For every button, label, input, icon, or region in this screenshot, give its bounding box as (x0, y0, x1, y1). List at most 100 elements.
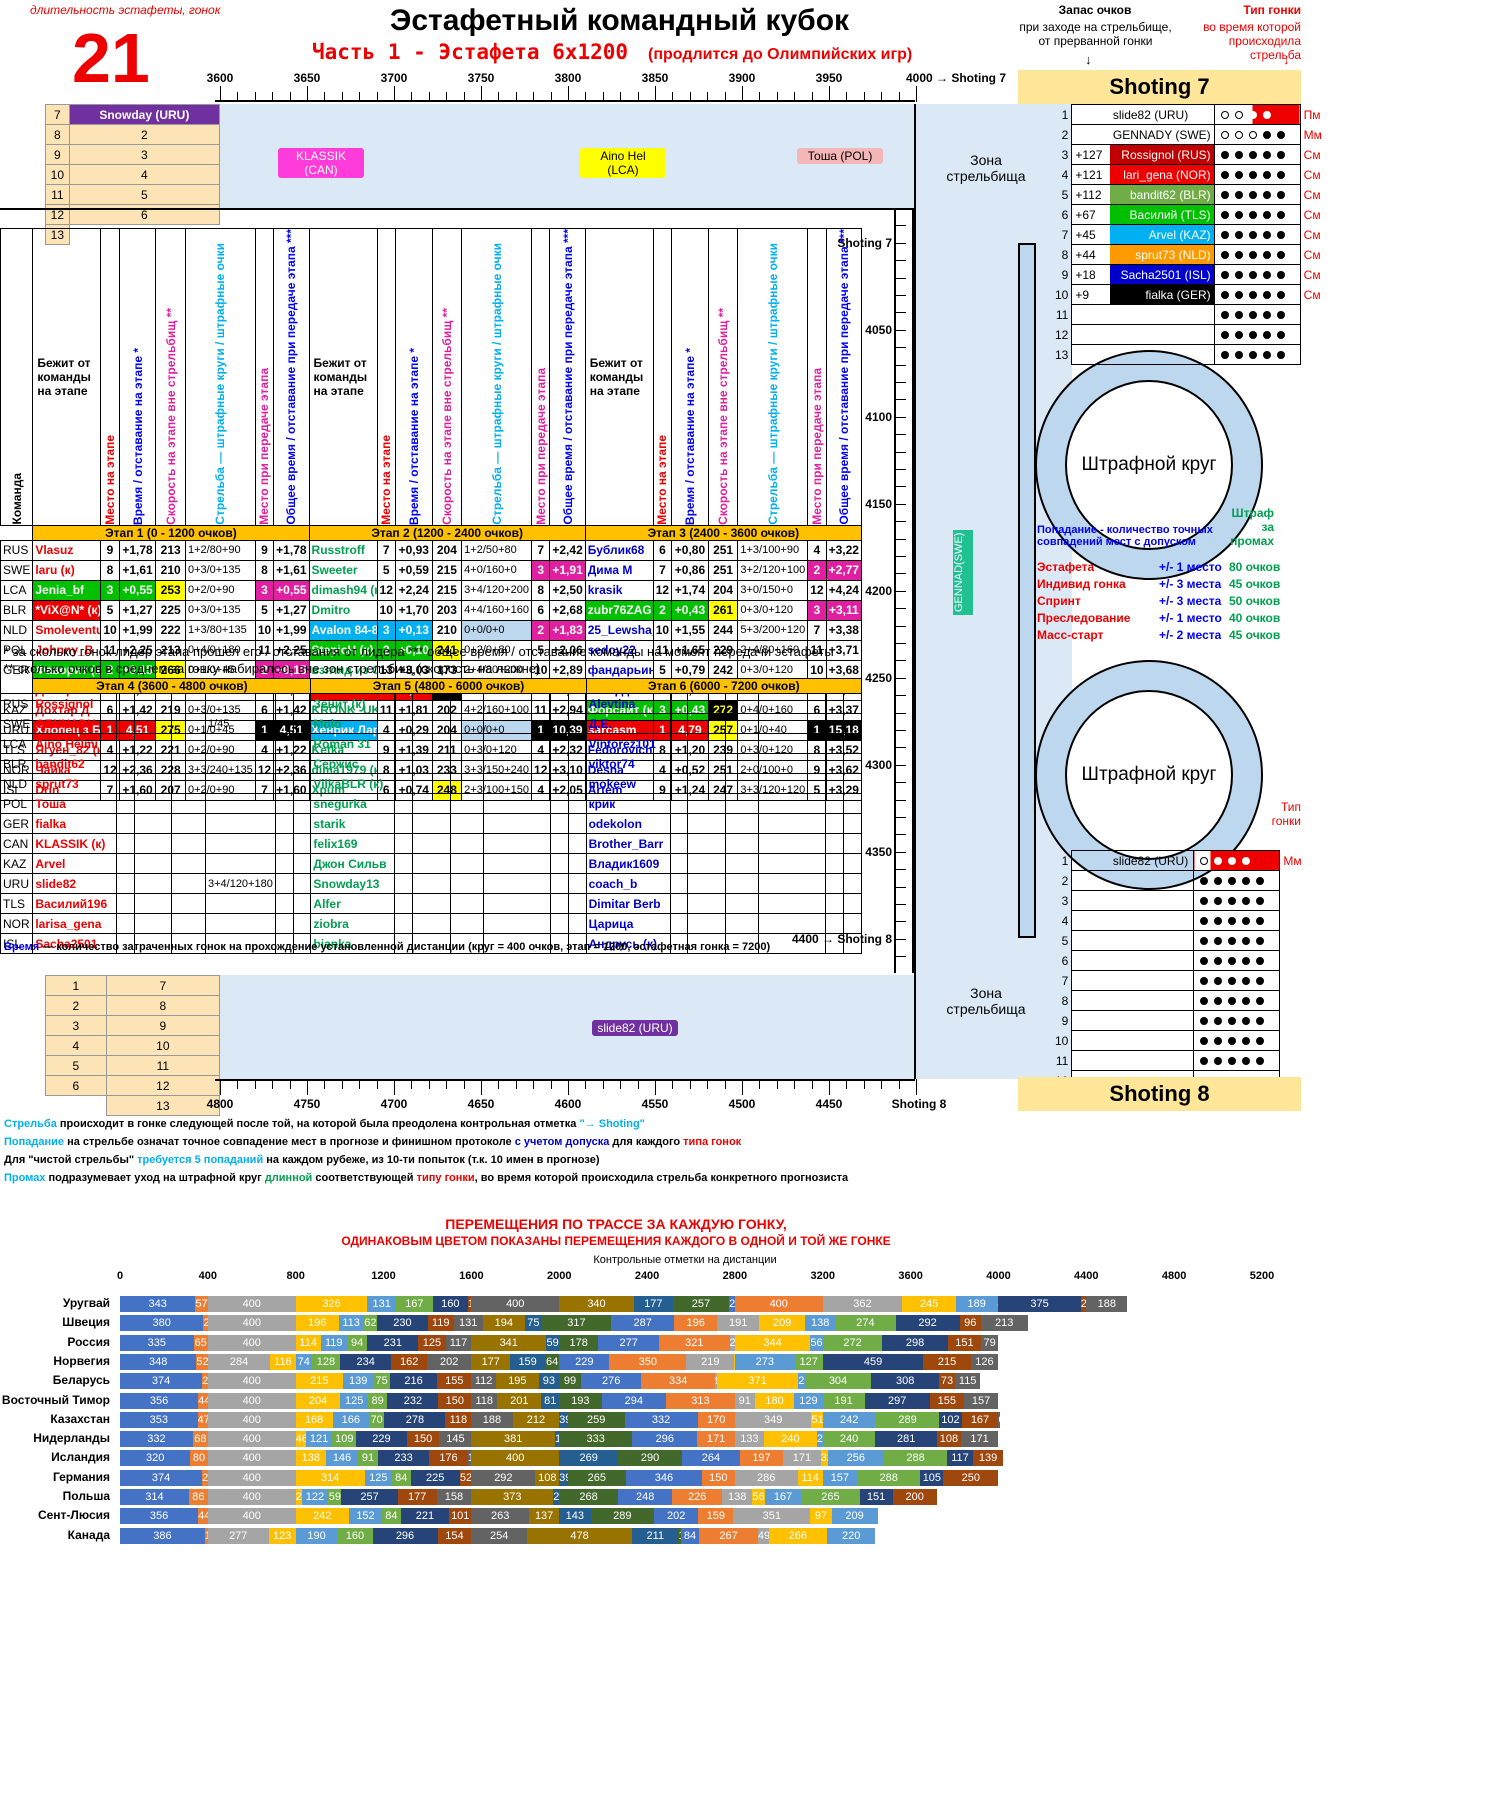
bar-segment: 115 (955, 1373, 981, 1390)
bar-row: 335 65 400 114 119 94 231 125 117 341 59 178 277 321 2… (120, 1334, 999, 1351)
ruler-minor-tick (463, 1079, 465, 1089)
stat-cell: +2,24 (394, 579, 433, 601)
col-head: Бежит от команды на этапе (32, 228, 102, 526)
hit-icon (1242, 876, 1251, 885)
shoting-row: 2 (1052, 870, 1305, 891)
shoting-row: 10 (1052, 1030, 1305, 1051)
bar-segment: 126 (970, 1353, 999, 1370)
runner-name: viktor74 (585, 753, 671, 774)
runner-name: 25_Lewsha_ (584, 619, 654, 641)
ruler-tick-label: 4550 (641, 1097, 669, 1111)
stage-head (0, 678, 33, 694)
stat-cell (274, 773, 294, 794)
stat-cell: +1,61 (118, 559, 157, 581)
bar-segment: 286 (734, 1469, 798, 1486)
miss-icon (1248, 130, 1257, 139)
hit-label: Попадание - количество точных совпадений… (1037, 524, 1213, 548)
stat-cell (567, 833, 587, 854)
bar-segment: 94 (346, 1334, 368, 1351)
col-head-text: Скорость на этапе вне стрельбищ ** (163, 307, 178, 525)
bar-segment: 400 (207, 1411, 296, 1428)
stat-cell: 13 (376, 659, 396, 681)
bar-segment: 39 (559, 1411, 568, 1428)
hit-icon (1234, 290, 1243, 299)
stat-cell (687, 713, 726, 734)
stat-cell: 5+3/200+120 (737, 619, 809, 641)
col-head-text: Стрельба — штрафные круги / штрафные очк… (765, 242, 780, 525)
stat-cell (825, 733, 845, 754)
stat-cell (550, 713, 569, 734)
runner-name: Дима М (584, 559, 654, 581)
stat-cell (204, 733, 276, 754)
bar-segment: 51 (811, 1411, 823, 1428)
runner-name: bianka (310, 933, 396, 954)
number-cell: 7 (45, 104, 70, 125)
bar-segment: 281 (875, 1431, 938, 1448)
ruler-minor-tick (254, 92, 256, 102)
ruler-minor-tick (896, 382, 906, 383)
bar-segment: 304 (804, 1373, 872, 1390)
stat-cell (550, 693, 569, 714)
penalty-points: 80 очков (1229, 560, 1281, 574)
ruler-minor-tick (759, 1079, 761, 1089)
stat-cell (483, 693, 552, 714)
bar-segment: 284 (207, 1353, 271, 1370)
bar-segment: 213 (980, 1315, 1028, 1332)
stat-cell: 4+0/160+0 (461, 559, 533, 581)
stat-cell (449, 773, 485, 794)
penalty-circle-top: Штрафной круг (1065, 380, 1233, 550)
shoting-type: См (1303, 167, 1321, 182)
stat-cell (669, 733, 689, 754)
ruler-tick-label: 4050 (865, 323, 892, 337)
shoting-row: 8 +44 sprut73 (NLD) См (1052, 244, 1325, 265)
bar-segment: 257 (341, 1489, 398, 1505)
team-code: RUS (0, 693, 34, 714)
stat-cell: 0+3/0+135 (184, 599, 256, 621)
hit-icon (1256, 1016, 1265, 1025)
shoting-name: lari_gena (NOR) (1109, 164, 1215, 185)
stat-cell (412, 893, 451, 914)
bar-segment: 80 (190, 1450, 208, 1467)
shoting-row: 3 (1052, 890, 1305, 911)
stat-cell (133, 893, 173, 914)
col-head: Общее время / отставание при передаче эт… (825, 228, 863, 526)
ruler-tick-label: 3850 (641, 71, 669, 85)
penalty-type: Спринт (1037, 594, 1081, 608)
shoting-pts: +44 (1071, 244, 1110, 265)
stat-cell (758, 913, 827, 934)
hit-icon (1262, 270, 1271, 279)
ruler-tick-label: 4450 (815, 1097, 843, 1111)
stat-cell (483, 793, 552, 814)
hit-icon (1242, 976, 1251, 985)
chart-title: ПЕРЕМЕЩЕНИЯ ПО ТРАССЕ ЗА КАЖДУЮ ГОНКУ, (445, 1216, 787, 1232)
stat-cell (412, 933, 451, 954)
bar-segment: 272 (822, 1334, 883, 1351)
ruler-minor-tick (896, 312, 906, 314)
bar-segment: 234 (340, 1353, 392, 1370)
bar-segment: 400 (471, 1450, 560, 1467)
stat-cell (843, 933, 862, 954)
stat-cell (133, 813, 173, 834)
runner-name: Царица (585, 913, 671, 934)
number-cell: 12 (105, 1075, 221, 1096)
stat-cell (843, 833, 862, 854)
hit-icon (1248, 310, 1257, 319)
stat-cell: 10 (100, 619, 120, 641)
bar-segment: 123 (268, 1527, 296, 1544)
bar-segment: 162 (391, 1353, 427, 1370)
bar-segment: 343 (120, 1296, 196, 1312)
shoting-num: 7 (1061, 227, 1069, 242)
shoting-row: 11 (1052, 304, 1325, 325)
stat-cell: +2,68 (549, 599, 586, 621)
ruler-minor-tick (896, 451, 906, 453)
stat-cell: 10 (531, 659, 551, 681)
rule-part: "→ Shoting" (579, 1118, 645, 1130)
stat-cell (171, 713, 206, 734)
hit-icon (1200, 996, 1209, 1005)
hit-icon (1276, 270, 1285, 279)
ruler-minor-tick (896, 904, 906, 905)
stat-cell: 6 (531, 599, 551, 621)
bar-segment: 400 (207, 1373, 296, 1390)
ruler-minor-tick (341, 1079, 343, 1089)
bar-segment: 44 (198, 1508, 208, 1525)
